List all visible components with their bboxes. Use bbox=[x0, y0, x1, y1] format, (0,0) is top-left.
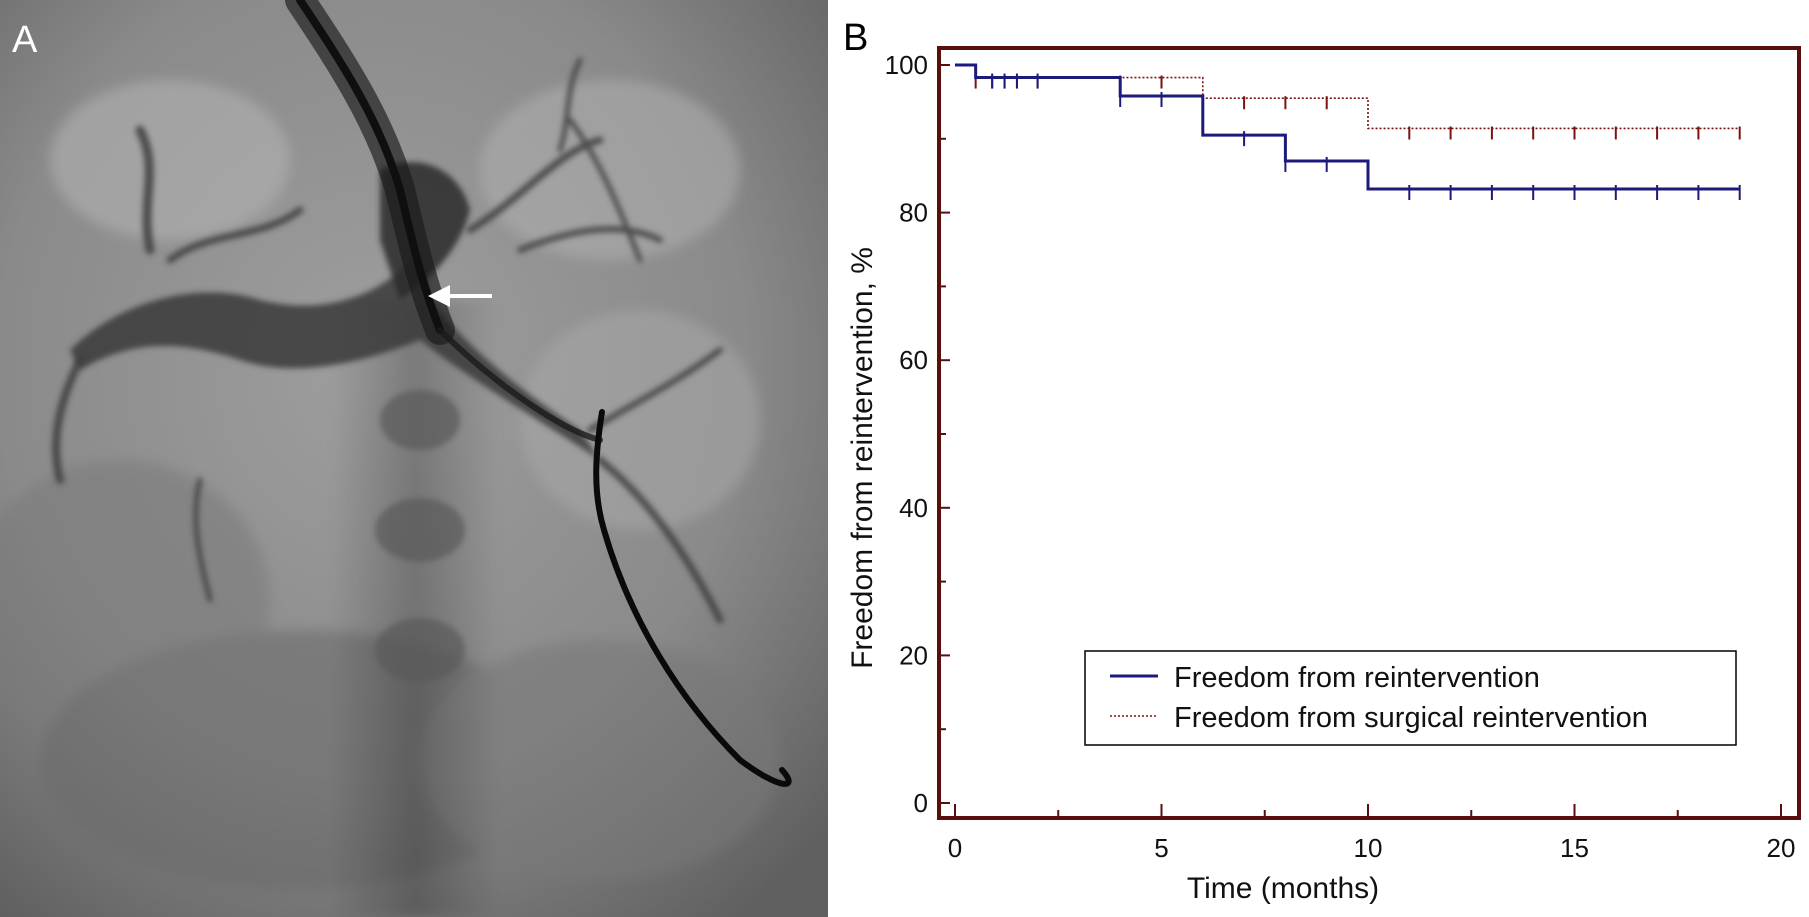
series-surgical-line bbox=[955, 64, 1740, 130]
legend: Freedom from reintervention Freedom from… bbox=[1084, 650, 1737, 746]
y-tick-label: 0 bbox=[914, 788, 928, 818]
y-tick-label: 60 bbox=[899, 345, 928, 375]
x-tick-label: 10 bbox=[1354, 833, 1383, 863]
legend-label-1: Freedom from reintervention bbox=[1174, 662, 1540, 694]
arrow-annotation bbox=[428, 285, 492, 307]
km-chart: B 0 20 40 60 80 100 0 5 10 15 20 Time (months) Fr… bbox=[843, 17, 1801, 905]
y-tick-label: 80 bbox=[899, 198, 928, 228]
x-axis: 0 5 10 15 20 bbox=[948, 804, 1796, 863]
series-reintervention-line bbox=[955, 63, 1740, 191]
panel-label-a: A bbox=[12, 19, 38, 61]
y-axis: 0 20 40 60 80 100 bbox=[885, 50, 950, 818]
panel-label-b: B bbox=[843, 17, 868, 59]
y-tick-label: 100 bbox=[885, 50, 928, 80]
x-tick-label: 15 bbox=[1560, 833, 1589, 863]
x-axis-title: Time (months) bbox=[1187, 872, 1379, 905]
legend-box bbox=[1084, 650, 1737, 746]
x-tick-label: 5 bbox=[1154, 833, 1168, 863]
x-tick-label: 20 bbox=[1767, 833, 1796, 863]
series-layer bbox=[955, 63, 1741, 200]
angiogram-image: A bbox=[0, 0, 828, 917]
plot-frame bbox=[937, 46, 1801, 820]
y-tick-label: 20 bbox=[899, 640, 928, 670]
x-tick-label: 0 bbox=[948, 833, 962, 863]
y-axis-title: Freedom from reintervention, % bbox=[846, 247, 879, 669]
y-tick-label: 40 bbox=[899, 493, 928, 523]
legend-label-2: Freedom from surgical reintervention bbox=[1174, 702, 1648, 734]
